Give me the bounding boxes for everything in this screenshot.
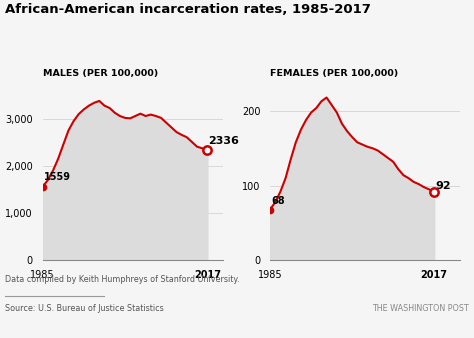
Text: 92: 92 bbox=[436, 180, 451, 191]
Text: THE WASHINGTON POST: THE WASHINGTON POST bbox=[373, 304, 469, 313]
Text: FEMALES (PER 100,000): FEMALES (PER 100,000) bbox=[270, 69, 399, 77]
Text: African-American incarceration rates, 1985-2017: African-American incarceration rates, 19… bbox=[5, 3, 371, 16]
Text: 2336: 2336 bbox=[209, 137, 239, 146]
Text: MALES (PER 100,000): MALES (PER 100,000) bbox=[43, 69, 158, 77]
Text: Source: U.S. Bureau of Justice Statistics: Source: U.S. Bureau of Justice Statistic… bbox=[5, 304, 164, 313]
Text: 68: 68 bbox=[272, 196, 285, 206]
Text: Data compiled by Keith Humphreys of Stanford University.: Data compiled by Keith Humphreys of Stan… bbox=[5, 275, 239, 285]
Text: 1559: 1559 bbox=[44, 172, 71, 182]
